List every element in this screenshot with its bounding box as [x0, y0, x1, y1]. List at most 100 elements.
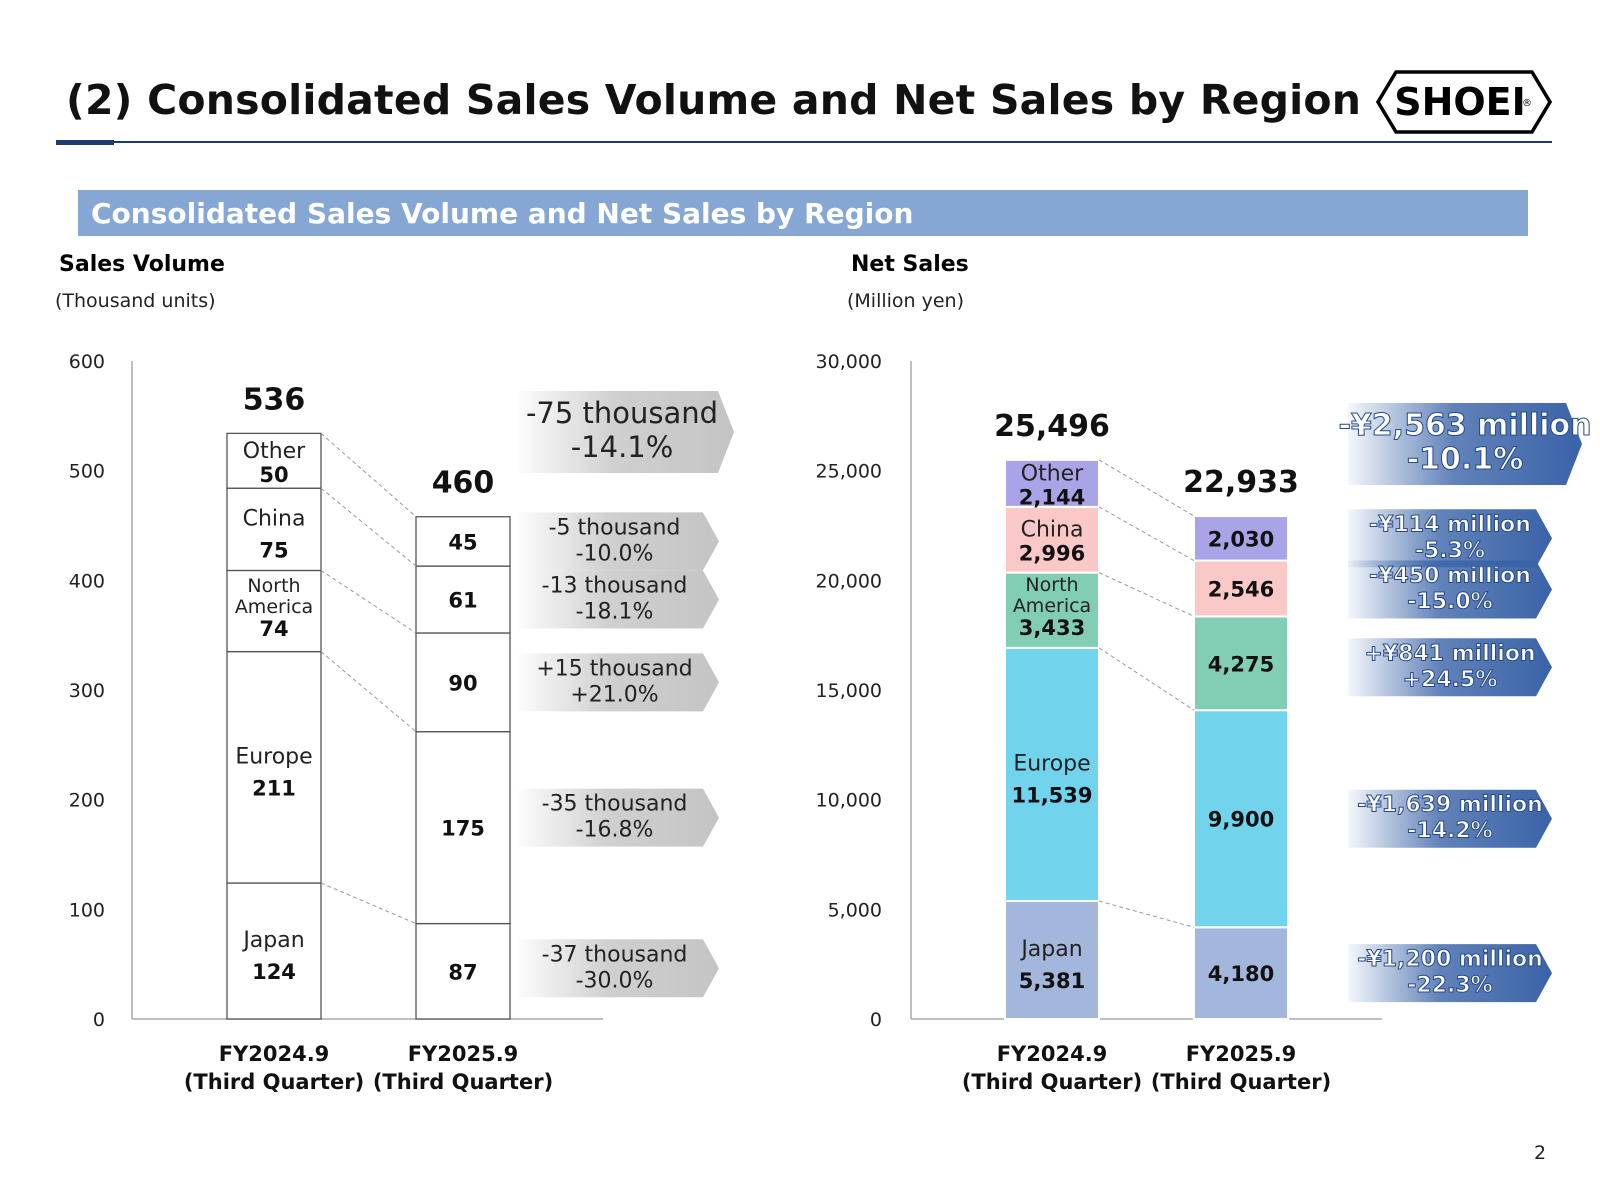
volume-bar-europe-fy2024 [226, 650, 322, 884]
sales-segment-name-north-america: America [1013, 595, 1091, 617]
volume-callout-text-europe: -35 thousand [542, 792, 688, 817]
volume-y-tick-label: 0 [93, 1009, 105, 1031]
volume-bar-other-fy2024 [226, 432, 322, 489]
volume-category-label: (Third Quarter) [373, 1070, 553, 1094]
sales-bar-north-america-fy2025 [1193, 615, 1289, 712]
sales-segment-value-china-fy2025: 2,546 [1208, 577, 1274, 601]
sales-segment-value-other-fy2025: 2,030 [1208, 527, 1274, 551]
sales-connector-north-america [1098, 572, 1195, 617]
volume-segment-value-north-america-fy2024: 74 [259, 617, 288, 641]
sales-callout-text-north-america: +¥841 million [1364, 641, 1535, 666]
volume-segment-name-japan: Japan [241, 928, 304, 953]
volume-bar-europe-fy2025 [415, 731, 511, 925]
sales-category-label: (Third Quarter) [1151, 1070, 1331, 1094]
sales-segment-name-other: Other [1021, 461, 1084, 486]
volume-callout-text-other: -10.0% [576, 541, 654, 566]
logo-outline [1376, 70, 1552, 134]
sales-bar-other-fy2024 [1004, 458, 1100, 508]
volume-bar-north-america-fy2024 [226, 569, 322, 653]
sales-y-tick-label: 5,000 [828, 899, 882, 921]
sales-segment-value-japan-fy2025: 4,180 [1208, 962, 1274, 986]
sales-callout-text-other: -¥114 million [1369, 512, 1531, 537]
sales-segment-value-other-fy2024: 2,144 [1019, 485, 1085, 509]
sales-connector-china [1098, 506, 1195, 562]
volume-bar-japan-fy2024 [226, 882, 322, 1020]
sales-callout-north-america [1348, 638, 1552, 697]
sales-segment-value-north-america-fy2024: 3,433 [1019, 616, 1085, 640]
sales-bar-japan-fy2024 [1004, 899, 1100, 1021]
volume-callout-north-america [518, 653, 719, 712]
sales-y-tick-label: 0 [870, 1009, 882, 1031]
sales-y-tick-label: 10,000 [816, 790, 882, 812]
sales-bar-other-fy2025 [1193, 515, 1289, 562]
sales-segment-value-china-fy2024: 2,996 [1019, 542, 1085, 566]
volume-y-tick-label: 300 [69, 680, 105, 702]
volume-segment-value-japan-fy2025: 87 [448, 960, 477, 984]
volume-y-tick-label: 200 [69, 790, 105, 812]
volume-segment-value-other-fy2025: 45 [448, 530, 477, 554]
sales-total-label-fy2025: 22,933 [1183, 465, 1299, 500]
page-number: 2 [1534, 1142, 1547, 1164]
sales-bar-china-fy2024 [1004, 505, 1100, 574]
volume-segment-value-other-fy2024: 50 [259, 463, 288, 487]
volume-segment-name-north-america: North [247, 575, 300, 597]
sales-callout-text-japan: -¥1,200 million [1357, 947, 1543, 972]
sales-volume-unit: (Thousand units) [55, 290, 216, 312]
volume-bar-china-fy2024 [226, 487, 322, 572]
volume-y-tick-label: 600 [69, 351, 105, 373]
volume-segment-value-europe-fy2025: 175 [441, 817, 485, 841]
sales-y-tick-label: 20,000 [816, 570, 882, 592]
volume-segment-value-europe-fy2024: 211 [252, 776, 296, 800]
sales-callout-text-total: -¥2,563 million [1338, 408, 1591, 443]
volume-segment-name-china: China [243, 506, 306, 531]
volume-callout-europe [518, 788, 719, 847]
logo-text: SHOEI [1394, 80, 1526, 124]
page-title: (2) Consolidated Sales Volume and Net Sa… [66, 76, 1362, 124]
volume-segment-name-north-america: America [235, 596, 313, 618]
sales-segment-value-japan-fy2024: 5,381 [1019, 969, 1085, 993]
volume-connector-north-america [320, 570, 417, 634]
sales-connector-japan [1098, 900, 1195, 928]
volume-callout-text-north-america: +21.0% [570, 682, 658, 707]
volume-segment-value-north-america-fy2025: 90 [448, 671, 477, 695]
sales-callout-text-other: -5.3% [1415, 538, 1485, 563]
section-banner: Consolidated Sales Volume and Net Sales … [78, 190, 1528, 236]
volume-segment-name-other: Other [243, 439, 306, 464]
volume-total-label-fy2025: 460 [432, 466, 495, 501]
volume-bar-other-fy2025 [415, 516, 511, 567]
sales-bar-china-fy2025 [1193, 559, 1289, 618]
volume-callout-japan [518, 939, 719, 998]
sales-category-label: (Third Quarter) [962, 1070, 1142, 1094]
volume-callout-text-china: -18.1% [576, 600, 654, 625]
sales-segment-name-europe: Europe [1013, 751, 1090, 776]
volume-callout-text-china: -13 thousand [542, 574, 688, 599]
sales-callout-text-europe: -¥1,639 million [1357, 793, 1543, 818]
volume-category-label: FY2024.9 [219, 1042, 330, 1066]
sales-callout-text-china: -15.0% [1407, 589, 1492, 614]
volume-category-label: (Third Quarter) [184, 1070, 364, 1094]
sales-segment-name-china: China [1021, 518, 1084, 543]
sales-callout-total [1348, 403, 1582, 485]
sales-bar-europe-fy2024 [1004, 646, 1100, 902]
sales-category-label: FY2024.9 [997, 1042, 1108, 1066]
volume-bar-japan-fy2025 [415, 922, 511, 1020]
sales-callout-europe [1348, 789, 1552, 848]
volume-bar-north-america-fy2025 [415, 632, 511, 733]
volume-segment-value-china-fy2025: 61 [448, 589, 477, 613]
sales-category-label: FY2025.9 [1186, 1042, 1297, 1066]
sales-callout-japan [1348, 944, 1552, 1003]
volume-segment-name-europe: Europe [235, 744, 312, 769]
sales-total-label-fy2024: 25,496 [994, 409, 1110, 444]
logo-registered-mark: ® [1522, 98, 1532, 109]
sales-callout-china [1348, 560, 1552, 619]
volume-total-label-fy2024: 536 [243, 382, 306, 417]
sales-callout-text-japan: -22.3% [1407, 973, 1492, 998]
sales-bar-north-america-fy2024 [1004, 571, 1100, 649]
sales-callout-text-europe: -14.2% [1407, 819, 1492, 844]
net-sales-title: Net Sales [851, 252, 969, 277]
net-sales-unit: (Million yen) [847, 290, 965, 312]
sales-y-tick-label: 15,000 [816, 680, 882, 702]
sales-callout-text-north-america: +24.5% [1403, 667, 1498, 692]
sales-segment-name-japan: Japan [1019, 937, 1082, 962]
